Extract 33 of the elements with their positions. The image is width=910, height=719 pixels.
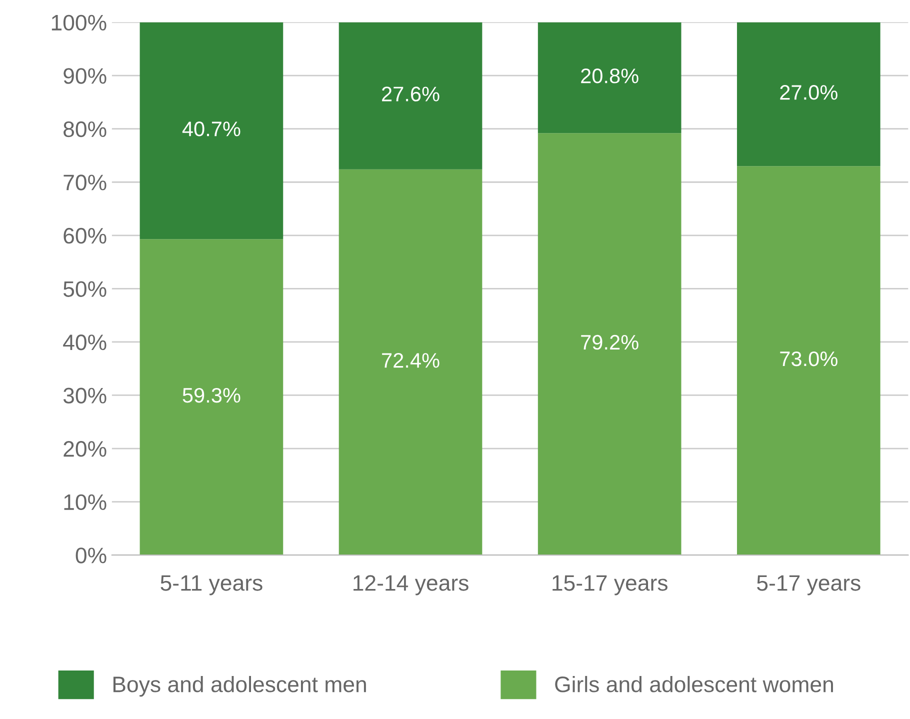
y-tick-label: 70% <box>64 174 106 190</box>
x-tick-label: 5-11 years <box>160 575 262 596</box>
y-tick-label: 100% <box>52 14 106 31</box>
data-label: 40.7% <box>182 122 240 136</box>
x-tick-label: 5-17 years <box>757 575 860 596</box>
bar <box>736 22 880 166</box>
y-tick-label: 50% <box>63 281 106 297</box>
data-label: 79.2% <box>581 334 638 350</box>
y-tick-label: 60% <box>64 228 106 244</box>
data-label: 27.6% <box>382 86 440 102</box>
legend-label: Boys and adolescent men <box>113 676 366 697</box>
y-tick-label: 80% <box>64 121 106 138</box>
x-tick-label: 15-17 years <box>552 575 668 596</box>
y-tick-label: 10% <box>64 494 106 510</box>
bar <box>140 239 284 556</box>
data-label: 20.8% <box>581 68 638 84</box>
y-tick-label: 30% <box>63 388 106 404</box>
bar <box>538 133 682 556</box>
legend-label: Girls and adolescent women <box>555 676 833 692</box>
y-tick-label: 90% <box>64 68 106 84</box>
bar <box>338 22 482 170</box>
data-label: 59.3% <box>182 388 240 403</box>
x-tick-label: 12-14 years <box>354 575 468 596</box>
data-label: 27.0% <box>780 85 838 100</box>
data-label: 72.4% <box>382 353 440 368</box>
bar <box>140 22 284 240</box>
y-tick-label: 20% <box>64 441 106 457</box>
bar <box>538 22 682 134</box>
bar <box>736 166 880 556</box>
y-tick-label: 40% <box>63 334 106 350</box>
y-tick-label: 0% <box>76 548 106 564</box>
data-label: 73.0% <box>780 351 838 366</box>
bar <box>338 169 482 556</box>
